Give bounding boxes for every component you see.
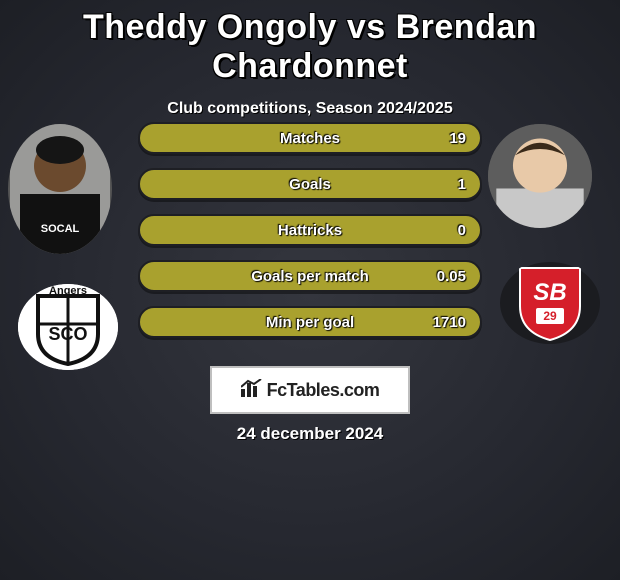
stat-row-hattricks: Hattricks 0: [138, 214, 482, 246]
svg-text:Angers: Angers: [49, 285, 87, 297]
stat-row-goals-per-match: Goals per match 0.05: [138, 260, 482, 292]
stat-row-goals: Goals 1: [138, 168, 482, 200]
club-crest-left: Angers SCO: [18, 284, 118, 370]
stat-label: Matches: [140, 124, 480, 152]
page-subtitle: Club competitions, Season 2024/2025: [0, 100, 620, 118]
page-title: Theddy Ongoly vs Brendan Chardonnet: [0, 0, 620, 86]
svg-text:SB: SB: [533, 279, 566, 306]
stat-label: Goals: [140, 170, 480, 198]
stats-bars: Matches 19 Goals 1 Hattricks 0 Goals per…: [138, 122, 482, 352]
svg-text:29: 29: [543, 309, 557, 323]
source-logo: FcTables.com: [210, 366, 410, 414]
stat-value-right: 0: [458, 216, 466, 244]
stat-label: Hattricks: [140, 216, 480, 244]
stat-label: Goals per match: [140, 262, 480, 290]
player-photo-left: SOCAL: [8, 124, 112, 254]
stat-value-right: 1710: [433, 308, 466, 336]
stat-label: Min per goal: [140, 308, 480, 336]
comparison-date: 24 december 2024: [0, 424, 620, 444]
chart-icon: [241, 379, 263, 402]
club-crest-right: SB 29: [498, 260, 602, 346]
stat-row-min-per-goal: Min per goal 1710: [138, 306, 482, 338]
source-logo-text: FcTables.com: [267, 380, 380, 401]
stat-row-matches: Matches 19: [138, 122, 482, 154]
player-photo-right: [488, 124, 592, 228]
stat-value-right: 19: [449, 124, 466, 152]
stat-value-right: 0.05: [437, 262, 466, 290]
svg-text:SCO: SCO: [48, 324, 87, 344]
svg-text:SOCAL: SOCAL: [41, 223, 80, 235]
stat-value-right: 1: [458, 170, 466, 198]
